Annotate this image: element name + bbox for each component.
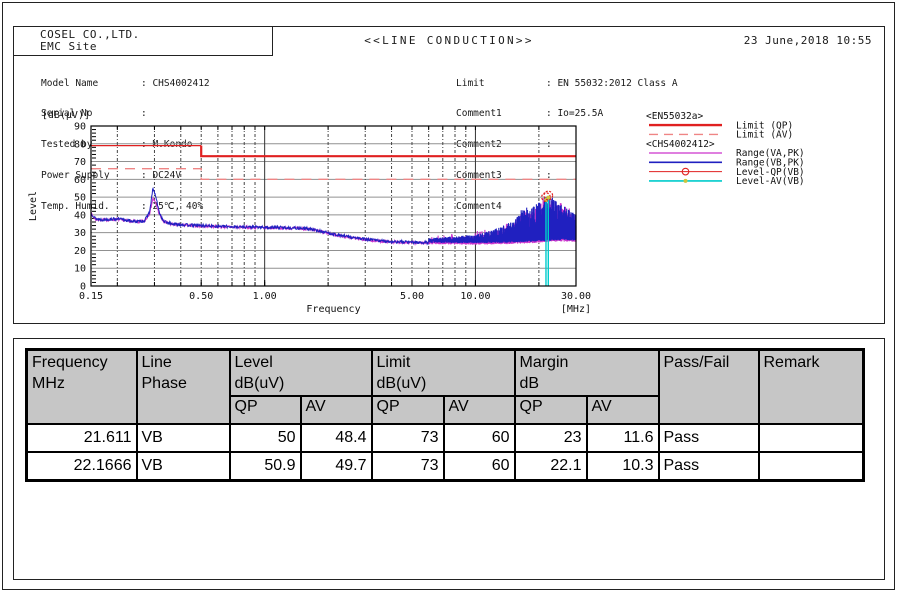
company-cell: COSEL CO.,LTD. EMC Site: [14, 27, 273, 56]
info-row: Comment2: [456, 139, 678, 150]
svg-text:0.50: 0.50: [189, 291, 213, 302]
subheader-level-av: AV: [299, 395, 373, 425]
svg-text:Level-QP(VB): Level-QP(VB): [736, 167, 805, 178]
header-pass-fail: Pass/Fail: [657, 348, 760, 425]
svg-text:5.00: 5.00: [400, 291, 424, 302]
svg-text:[MHz]: [MHz]: [561, 304, 591, 315]
cell-level-qp: 50: [228, 423, 302, 453]
svg-text:30.00: 30.00: [561, 291, 591, 302]
svg-text:<CHS4002412>: <CHS4002412>: [646, 139, 715, 150]
cell-remark: [757, 423, 865, 453]
company-name: COSEL CO.,LTD.: [40, 28, 140, 41]
svg-text:90: 90: [74, 122, 86, 133]
report-title: <<LINE CONDUCTION>>: [364, 34, 534, 47]
subheader-margin-qp: QP: [513, 395, 588, 425]
svg-text:20: 20: [74, 246, 86, 257]
svg-text:60: 60: [74, 175, 86, 186]
svg-text:Range(VB,PK): Range(VB,PK): [736, 158, 805, 169]
header-line-phase: Line Phase: [135, 348, 231, 425]
cell-margin-av: 11.6: [585, 423, 660, 453]
svg-text:10.00: 10.00: [460, 291, 490, 302]
test-info-right: LimitEN 55032:2012 Class A Comment1Io=25…: [456, 58, 678, 233]
table-row: 21.611 VB 50 48.4 73 60 23 11.6 Pass: [25, 423, 865, 453]
site-name: EMC Site: [40, 40, 97, 53]
svg-text:1.00: 1.00: [253, 291, 277, 302]
header-level: Level dB(uV): [228, 348, 373, 397]
svg-text:70: 70: [74, 157, 86, 168]
cell-level-av: 48.4: [299, 423, 373, 453]
svg-text:Level-AV(VB): Level-AV(VB): [736, 176, 805, 187]
info-row: Serial No: [41, 108, 210, 119]
svg-text:Range(VA,PK): Range(VA,PK): [736, 148, 805, 159]
header-limit: Limit dB(uV): [370, 348, 516, 397]
svg-text:Frequency: Frequency: [306, 304, 360, 315]
svg-text:Limit (QP): Limit (QP): [736, 120, 793, 131]
subheader-level-qp: QP: [228, 395, 302, 425]
svg-text:0.15: 0.15: [79, 291, 103, 302]
report-box: COSEL CO.,LTD. EMC Site <<LINE CONDUCTIO…: [13, 26, 885, 324]
header-frequency: Frequency MHz: [25, 348, 138, 425]
cell-result: Pass: [657, 423, 760, 453]
cell-margin-qp: 23: [513, 423, 588, 453]
svg-text:50: 50: [74, 193, 86, 204]
header-margin: Margin dB: [513, 348, 660, 397]
cell-phase: VB: [135, 451, 231, 482]
subheader-limit-av: AV: [442, 395, 516, 425]
cell-frequency: 22.1666: [25, 451, 138, 482]
svg-text:<EN55032a>: <EN55032a>: [646, 111, 703, 122]
info-row: Comment3: [456, 170, 678, 181]
cell-margin-qp: 22.1: [513, 451, 588, 482]
cell-result: Pass: [657, 451, 760, 482]
info-row: Comment1Io=25.5A: [456, 108, 678, 119]
svg-text:10: 10: [74, 264, 86, 275]
subheader-margin-av: AV: [585, 395, 660, 425]
info-row: Model NameCHS4002412: [41, 78, 210, 89]
cell-limit-qp: 73: [370, 423, 445, 453]
header-remark: Remark: [757, 348, 865, 425]
subheader-limit-qp: QP: [370, 395, 445, 425]
info-row: Tested byM.Kondo: [41, 139, 210, 150]
svg-text:30: 30: [74, 228, 86, 239]
svg-text:80: 80: [74, 139, 86, 150]
emc-spectrum-chart: 0 10 20 30 40 50 60 70 80 90[dB(µV)] Level 0.15 0.50…: [28, 110, 805, 315]
report-datetime: 23 June,2018 10:55: [743, 34, 872, 47]
cell-remark: [757, 451, 865, 482]
svg-text:Level: Level: [28, 191, 39, 221]
cell-limit-av: 60: [442, 423, 516, 453]
cell-phase: VB: [135, 423, 231, 453]
cell-level-av: 49.7: [299, 451, 373, 482]
table-row: 22.1666 VB 50.9 49.7 73 60 22.1 10.3 Pas…: [25, 451, 865, 482]
results-table: Frequency MHz Line Phase Level dB(uV) Limit…: [25, 348, 865, 482]
cell-limit-av: 60: [442, 451, 516, 482]
cell-limit-qp: 73: [370, 451, 445, 482]
svg-text:Limit (AV): Limit (AV): [736, 130, 793, 141]
cell-level-qp: 50.9: [228, 451, 302, 482]
results-box: Frequency MHz Line Phase Level dB(uV) Limit…: [13, 338, 885, 580]
svg-text:0: 0: [80, 282, 86, 293]
cell-frequency: 21.611: [25, 423, 138, 453]
cell-margin-av: 10.3: [585, 451, 660, 482]
info-row: LimitEN 55032:2012 Class A: [456, 78, 678, 89]
svg-text:40: 40: [74, 210, 86, 221]
info-row: Temp. Humid.25℃, 40%: [41, 201, 210, 212]
svg-text:[dB(µV)]: [dB(µV)]: [42, 110, 90, 121]
